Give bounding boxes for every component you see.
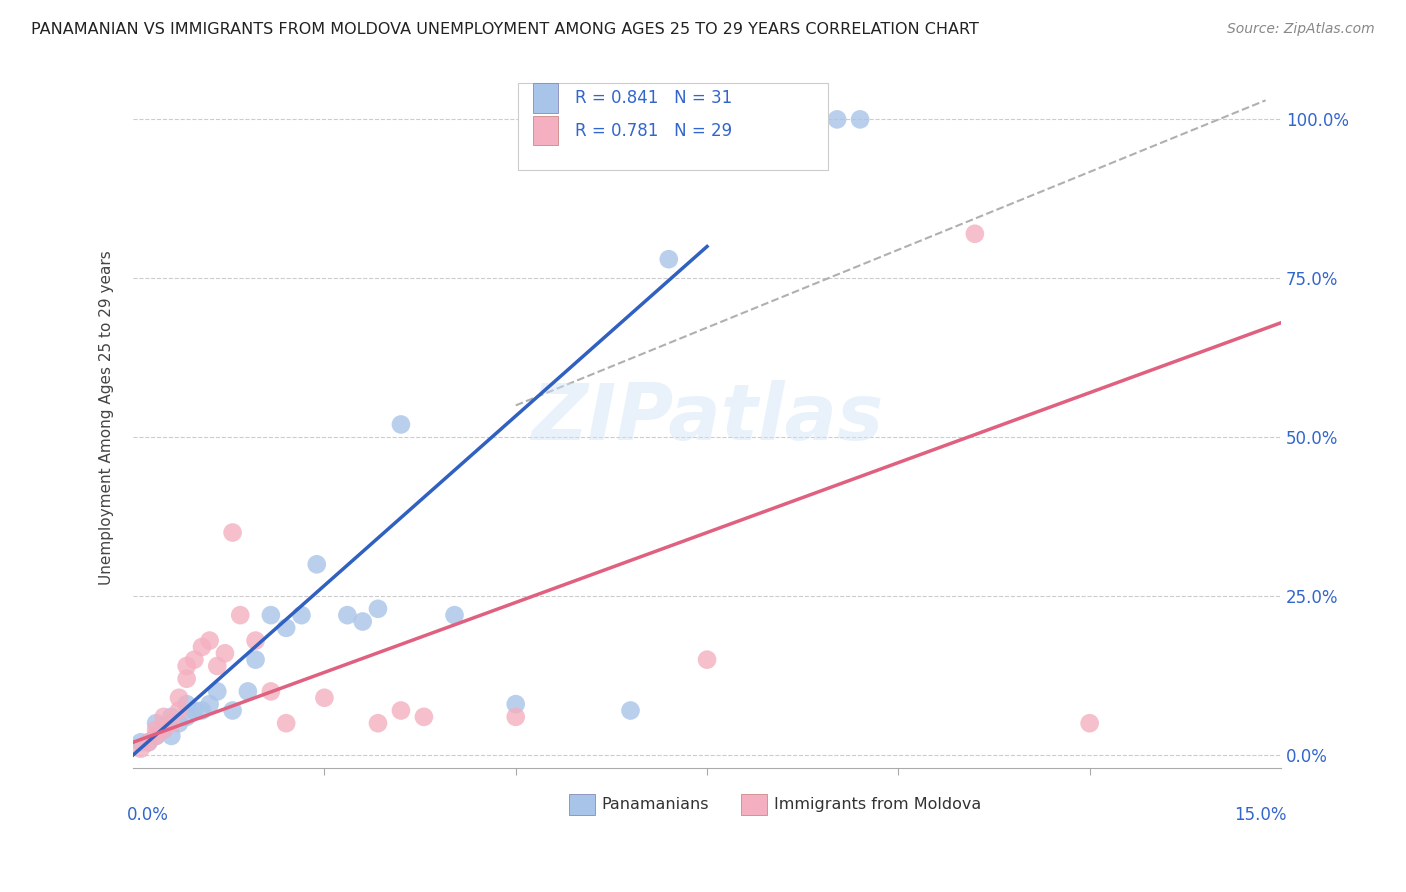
Point [963, 227, 986, 241]
Point [505, 697, 527, 711]
Point [367, 602, 389, 616]
Point [167, 704, 190, 718]
Bar [533, 116, 558, 145]
Point [236, 684, 259, 698]
Point [276, 716, 298, 731]
Point [145, 716, 167, 731]
Point [245, 633, 267, 648]
Point [505, 710, 527, 724]
Point [412, 710, 434, 724]
Point [849, 112, 872, 127]
Point [176, 710, 198, 724]
Point [160, 710, 183, 724]
Point [198, 633, 221, 648]
Point [152, 723, 174, 737]
Point [176, 672, 198, 686]
Point [138, 735, 160, 749]
Point [160, 716, 183, 731]
Point [191, 640, 214, 654]
Point [260, 608, 283, 623]
Point [260, 684, 283, 698]
Point [145, 729, 167, 743]
Point [160, 729, 183, 743]
Point [191, 704, 214, 718]
Point [183, 704, 205, 718]
Point [207, 659, 229, 673]
Point [138, 735, 160, 749]
Point [129, 741, 152, 756]
Bar [741, 794, 766, 814]
Point [352, 615, 374, 629]
Point [619, 704, 641, 718]
Text: R = 0.781   N = 29: R = 0.781 N = 29 [575, 121, 733, 140]
Text: Immigrants from Moldova: Immigrants from Moldova [773, 797, 981, 812]
Point [1078, 716, 1101, 731]
Point [229, 608, 252, 623]
FancyBboxPatch shape [517, 82, 828, 169]
Y-axis label: Unemployment Among Ages 25 to 29 years: Unemployment Among Ages 25 to 29 years [100, 251, 114, 585]
Text: 0.0%: 0.0% [128, 806, 169, 824]
Bar [569, 794, 595, 814]
Text: 15.0%: 15.0% [1234, 806, 1286, 824]
Point [167, 690, 190, 705]
Point [176, 697, 198, 711]
Point [290, 608, 312, 623]
Text: ZIPatlas: ZIPatlas [531, 380, 883, 456]
Point [367, 716, 389, 731]
Point [305, 558, 328, 572]
Point [314, 690, 336, 705]
Point [145, 729, 167, 743]
Point [214, 646, 236, 660]
Point [167, 716, 190, 731]
Point [245, 653, 267, 667]
Text: Panamanians: Panamanians [602, 797, 709, 812]
Point [183, 653, 205, 667]
Text: Source: ZipAtlas.com: Source: ZipAtlas.com [1227, 22, 1375, 37]
Text: PANAMANIAN VS IMMIGRANTS FROM MOLDOVA UNEMPLOYMENT AMONG AGES 25 TO 29 YEARS COR: PANAMANIAN VS IMMIGRANTS FROM MOLDOVA UN… [31, 22, 979, 37]
Point [198, 697, 221, 711]
Point [825, 112, 848, 127]
Point [658, 252, 681, 267]
Point [389, 417, 412, 432]
Point [129, 735, 152, 749]
Bar [533, 83, 558, 112]
Point [145, 723, 167, 737]
Point [443, 608, 465, 623]
Point [221, 704, 243, 718]
Point [207, 684, 229, 698]
Point [176, 659, 198, 673]
Point [276, 621, 298, 635]
Text: R = 0.841   N = 31: R = 0.841 N = 31 [575, 89, 733, 107]
Point [336, 608, 359, 623]
Point [152, 723, 174, 737]
Point [221, 525, 243, 540]
Point [152, 710, 174, 724]
Point [696, 653, 718, 667]
Point [389, 704, 412, 718]
